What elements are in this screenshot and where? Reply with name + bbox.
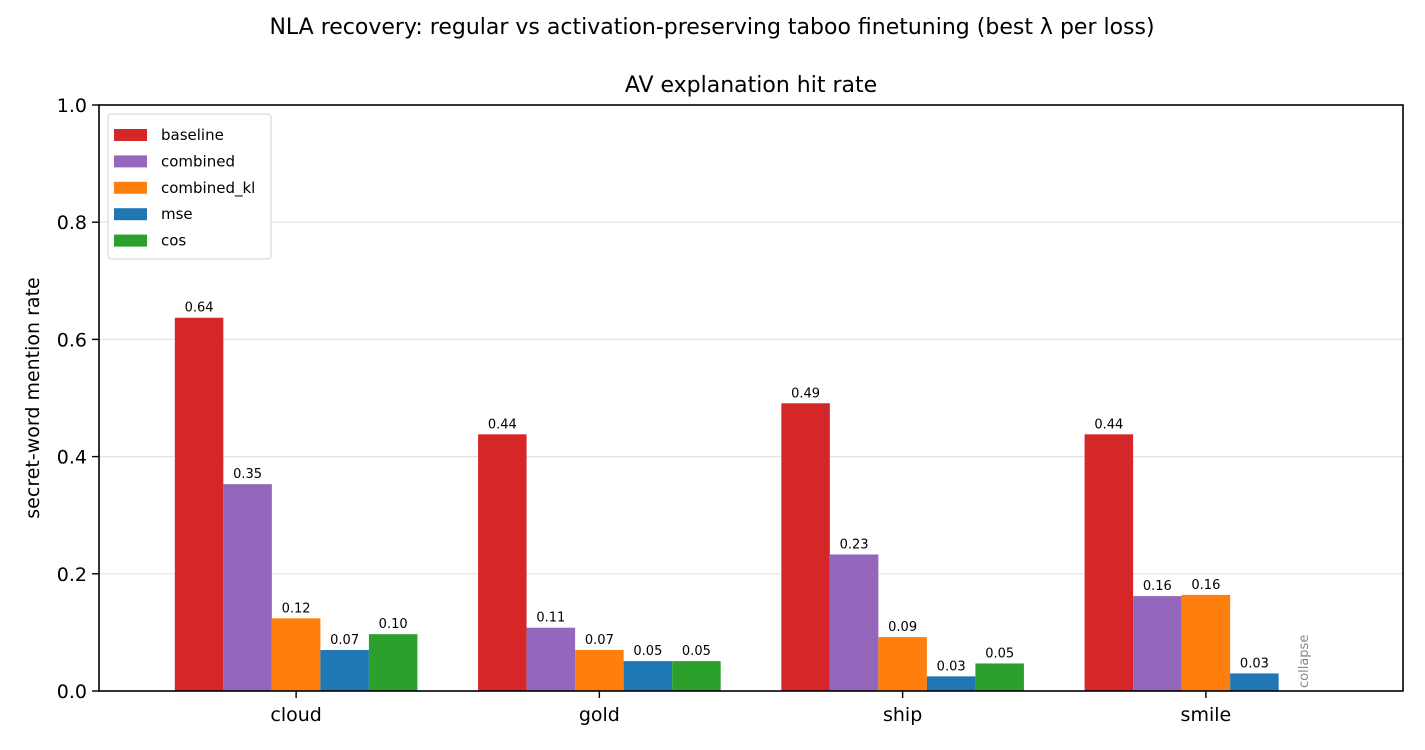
- gridlines: [99, 221, 1403, 575]
- bar-mse-gold: [623, 661, 673, 691]
- bar-value-label: 0.11: [536, 611, 565, 626]
- legend-swatch-baseline: [114, 129, 147, 141]
- y-tick-label: 0.8: [57, 212, 87, 234]
- bar-combined-ship: [829, 554, 879, 691]
- bar-value-label: 0.49: [791, 386, 820, 401]
- figure-suptitle: NLA recovery: regular vs activation-pres…: [269, 15, 1154, 40]
- legend-swatch-mse: [114, 208, 147, 221]
- bar-value-labels: 0.64 0.44 0.49 0.44 0.35 0.11 0.23 0.16 0.12 0.07…: [185, 301, 1269, 675]
- y-axis-ticks: 0.0 0.2 0.4 0.6 0.8 1.0: [57, 95, 99, 703]
- bar-mse-smile: [1230, 673, 1279, 691]
- y-tick-label: 0.2: [57, 564, 87, 586]
- bar-value-label: 0.23: [840, 537, 869, 552]
- y-tick-label: 1.0: [57, 95, 87, 117]
- bar-baseline-gold: [478, 434, 527, 691]
- legend-box: [107, 113, 272, 260]
- bar-mse-ship: [926, 676, 976, 691]
- legend-label-cos: cos: [161, 232, 186, 250]
- x-tick-label: gold: [579, 704, 620, 726]
- bar-combined-cloud: [223, 484, 272, 691]
- bar-combined_kl-smile: [1181, 594, 1231, 691]
- bar-value-label: 0.64: [185, 301, 214, 316]
- bar-value-label: 0.16: [1143, 579, 1172, 594]
- y-tick-label: 0.4: [57, 447, 87, 469]
- bar-value-label: 0.07: [585, 633, 614, 648]
- legend-swatch-combined_kl: [114, 181, 147, 194]
- bar-combined_kl-gold: [575, 649, 624, 691]
- legend-label-combined_kl: combined_kl: [161, 179, 255, 198]
- legend-label-combined: combined: [161, 152, 235, 170]
- x-tick-label: cloud: [270, 704, 321, 726]
- bar-cos-gold: [672, 661, 721, 691]
- legend-label-mse: mse: [161, 205, 193, 223]
- x-axis-ticks: cloud gold ship smile: [270, 691, 1231, 726]
- bar-value-label: 0.35: [233, 467, 262, 482]
- y-tick-label: 0.0: [57, 681, 87, 703]
- y-tick-label: 0.6: [57, 329, 87, 351]
- bar-baseline-smile: [1084, 434, 1134, 691]
- bar-value-label: 0.05: [985, 646, 1014, 661]
- bar-combined-gold: [526, 627, 576, 691]
- bar-baseline-cloud: [174, 317, 224, 691]
- legend-label-baseline: baseline: [161, 126, 224, 144]
- annotations: collapse: [1297, 635, 1312, 688]
- bar-value-label: 0.05: [682, 644, 711, 659]
- bar-baseline-ship: [781, 403, 830, 691]
- bar-value-label: 0.44: [1094, 417, 1123, 432]
- bar-value-label: 0.07: [330, 633, 359, 648]
- bar-value-label: 0.03: [1240, 656, 1269, 671]
- x-tick-label: smile: [1181, 704, 1232, 726]
- legend-swatch-combined: [114, 155, 147, 168]
- bar-value-label: 0.12: [282, 601, 311, 616]
- bar-cos-ship: [975, 663, 1024, 691]
- annotation-collapse: collapse: [1297, 635, 1312, 688]
- bar-value-label: 0.44: [488, 417, 517, 432]
- bar-combined_kl-ship: [878, 637, 927, 691]
- bar-cos-cloud: [368, 634, 418, 691]
- y-axis-label: secret-word mention rate: [22, 277, 44, 518]
- bar-value-label: 0.09: [888, 620, 917, 635]
- bar-value-label: 0.16: [1191, 578, 1220, 593]
- bar-value-label: 0.10: [379, 617, 408, 632]
- bar-combined_kl-cloud: [271, 618, 321, 691]
- x-tick-label: ship: [883, 704, 922, 726]
- axes-frame: [98, 104, 1404, 692]
- bar-value-label: 0.05: [633, 644, 662, 659]
- bars: [174, 317, 1279, 691]
- legend-swatch-cos: [114, 234, 147, 247]
- bar-combined-smile: [1133, 596, 1182, 691]
- bar-value-label: 0.03: [937, 659, 966, 674]
- bar-mse-cloud: [320, 649, 369, 691]
- chart-title: AV explanation hit rate: [625, 73, 877, 98]
